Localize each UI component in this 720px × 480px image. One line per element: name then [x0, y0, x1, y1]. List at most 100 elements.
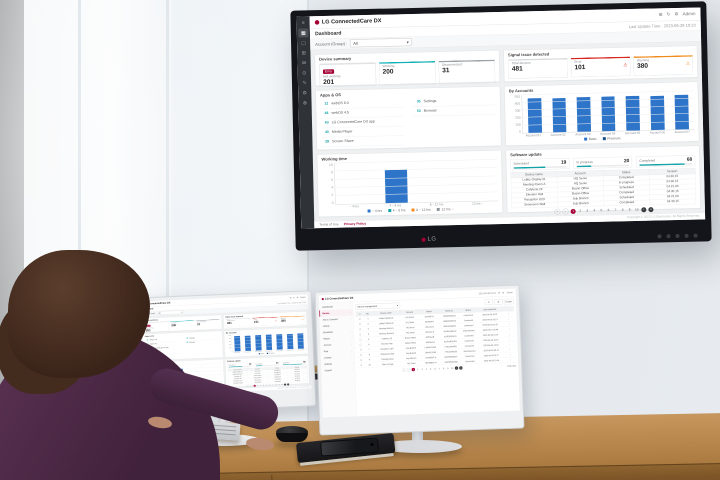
- page-button[interactable]: 8: [443, 367, 445, 370]
- page-button[interactable]: 2: [417, 368, 419, 371]
- chart-area: 500 400 300 200 100 0: [509, 90, 695, 134]
- app-label: webOS 4.5: [331, 111, 350, 115]
- row-checkbox[interactable]: ☐: [357, 362, 366, 368]
- app-count: 63: [324, 121, 329, 125]
- toolbar-button[interactable]: ↻: [484, 299, 494, 306]
- toolbar-button[interactable]: ⚙: [494, 299, 503, 305]
- last-page-button[interactable]: »: [648, 206, 654, 213]
- gear-icon[interactable]: ⚙: [674, 11, 679, 17]
- page-button[interactable]: 1: [570, 208, 576, 214]
- first-page-button[interactable]: «: [554, 208, 561, 215]
- refresh-icon[interactable]: ↻: [666, 11, 671, 17]
- page-button[interactable]: 8: [621, 208, 624, 212]
- signal-issue-panel: Signal issue detected Total devices 481 Er…: [503, 45, 698, 82]
- first-page-button[interactable]: «: [402, 367, 407, 372]
- signal-issue-panel: Signal issue detected Total devices 481 Er…: [223, 311, 308, 329]
- page-button[interactable]: 5: [600, 208, 603, 213]
- device-main: Device management ▾ ↻ ⚙ Export ☐ No. Device n…: [353, 296, 520, 416]
- row-menu-icon[interactable]: ⋮: [505, 357, 516, 363]
- refresh-icon[interactable]: ↻: [293, 296, 295, 299]
- stat-value: 68: [303, 360, 306, 364]
- account-group-select[interactable]: All ▾: [350, 38, 412, 48]
- copyright-text: Copyright © 2023 LG Electronics. All Rig…: [626, 214, 701, 220]
- prev-page-button[interactable]: ‹: [406, 367, 411, 372]
- page-button[interactable]: 4: [593, 208, 596, 213]
- page-button[interactable]: 7: [438, 367, 440, 370]
- plot-area: [334, 158, 499, 205]
- copyright-text: Copyright © 2023 LG Electronics. All Rig…: [277, 386, 310, 389]
- page-button[interactable]: 6: [434, 367, 436, 371]
- bar: [625, 95, 640, 131]
- bar: [576, 97, 591, 132]
- legend-item: Basic: [258, 353, 264, 355]
- card-value: 31: [442, 65, 450, 74]
- lg-logo-icon: [321, 297, 324, 301]
- add-icon[interactable]: ⊕: [302, 100, 308, 106]
- sidebar-item-label: Device: [322, 311, 330, 315]
- grid-icon[interactable]: ⊞: [289, 296, 292, 299]
- page-button[interactable]: 6: [607, 208, 610, 213]
- page-button[interactable]: 10: [451, 366, 454, 370]
- page-button[interactable]: 3: [586, 209, 589, 213]
- user-menu[interactable]: Admin: [300, 296, 306, 299]
- next-page-button[interactable]: ›: [641, 207, 647, 213]
- right-monitor-stand: [412, 424, 423, 448]
- grid-icon[interactable]: ⊞: [498, 291, 500, 294]
- app-list-item: 52 Browser: [412, 104, 497, 117]
- by-accounts-panel: By Accounts 500 400 300 200 100 0 Account 01 Ac…: [504, 81, 700, 146]
- total-count: Total 481: [507, 364, 516, 368]
- grid-icon[interactable]: ⊞: [658, 11, 663, 17]
- settings-icon[interactable]: ⚙: [302, 90, 308, 96]
- last-page-button[interactable]: »: [459, 366, 463, 370]
- user-menu[interactable]: Admin: [682, 11, 696, 17]
- page-button[interactable]: 9: [628, 208, 631, 212]
- chevron-right-icon: ›: [350, 342, 352, 346]
- apps-icon[interactable]: ⊞: [301, 50, 307, 56]
- user-menu[interactable]: Admin: [506, 291, 513, 294]
- legend-item: Premium: [602, 137, 621, 141]
- y-tick-label: 6: [331, 178, 334, 182]
- gear-icon[interactable]: ⚙: [502, 291, 505, 294]
- message-icon[interactable]: ✉: [301, 60, 307, 66]
- gear-icon[interactable]: ⚙: [296, 296, 299, 299]
- legend-item: 8 ~ 12 hrs: [411, 208, 431, 212]
- sidebar-item-support[interactable]: Support ›: [321, 366, 355, 374]
- app-count: 52: [416, 109, 421, 113]
- bar: [552, 97, 567, 133]
- page-button[interactable]: 7: [614, 208, 617, 213]
- progress-fill: [639, 163, 685, 166]
- chevron-down-icon: ▾: [406, 39, 409, 45]
- progress-track: [576, 164, 630, 168]
- warning-icon: ⚠: [685, 60, 691, 66]
- next-page-button[interactable]: ›: [454, 366, 459, 370]
- device-icon[interactable]: ▢: [301, 40, 307, 46]
- page-button[interactable]: 10: [634, 207, 639, 212]
- update-stat: Completed 68: [636, 154, 696, 168]
- menu-icon[interactable]: ≡: [301, 20, 305, 26]
- bar-slot: [620, 92, 645, 131]
- prev-page-button[interactable]: ‹: [562, 208, 569, 215]
- page-button[interactable]: 4: [425, 367, 427, 371]
- page-button[interactable]: 3: [421, 368, 423, 371]
- page-button[interactable]: 9: [447, 367, 449, 370]
- y-tick-label: 200: [514, 115, 521, 120]
- stat-label: Scheduled: [513, 161, 530, 166]
- report-icon[interactable]: ✎: [302, 80, 307, 86]
- page-button[interactable]: 5: [430, 367, 432, 371]
- bar-slot: [547, 94, 572, 133]
- footer-link[interactable]: Privacy Policy: [343, 222, 367, 227]
- page-button[interactable]: 1: [411, 367, 416, 372]
- dashboard-icon[interactable]: ▦: [298, 28, 309, 38]
- history-icon[interactable]: ⊙: [302, 70, 307, 76]
- stat-value: 20: [276, 361, 279, 365]
- bar-slot: [457, 159, 499, 202]
- legend-item: Basic: [584, 137, 597, 141]
- page-button[interactable]: 2: [579, 209, 582, 213]
- bar-slot: [571, 93, 596, 132]
- warning-icon: ⚠: [274, 319, 277, 322]
- legend-item: 12 hrs ~: [436, 207, 454, 211]
- toolbar-button[interactable]: Export: [503, 298, 514, 305]
- legend-swatch: [388, 209, 392, 213]
- footer-link[interactable]: Terms of Use: [319, 222, 339, 227]
